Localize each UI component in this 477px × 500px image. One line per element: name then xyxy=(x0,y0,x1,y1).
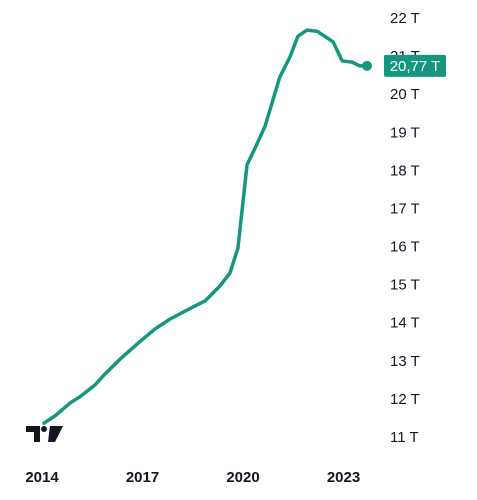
y-tick-label: 13 T xyxy=(390,353,420,370)
y-tick-label: 16 T xyxy=(390,239,420,256)
logo xyxy=(26,426,63,442)
last-point xyxy=(361,60,372,71)
x-tick-label: 2014 xyxy=(25,469,59,486)
y-tick-label: 19 T xyxy=(390,124,420,141)
value-badge xyxy=(384,54,446,77)
y-tick-label: 15 T xyxy=(390,277,420,294)
y-tick-label: 20 T xyxy=(390,86,420,103)
x-tick-label: 2020 xyxy=(226,469,259,486)
x-tick-label: 2023 xyxy=(327,469,360,486)
y-tick-label: 14 T xyxy=(390,315,420,332)
x-tick-label: 2017 xyxy=(126,469,159,486)
y-tick-label: 17 T xyxy=(390,200,420,217)
value-label: 20,77 T xyxy=(390,58,441,75)
y-tick-label: 11 T xyxy=(390,429,419,446)
y-tick-label: 22 T xyxy=(390,10,420,27)
y-tick-label: 18 T xyxy=(390,162,420,179)
line xyxy=(42,28,369,425)
y-tick-label: 12 T xyxy=(390,391,420,408)
